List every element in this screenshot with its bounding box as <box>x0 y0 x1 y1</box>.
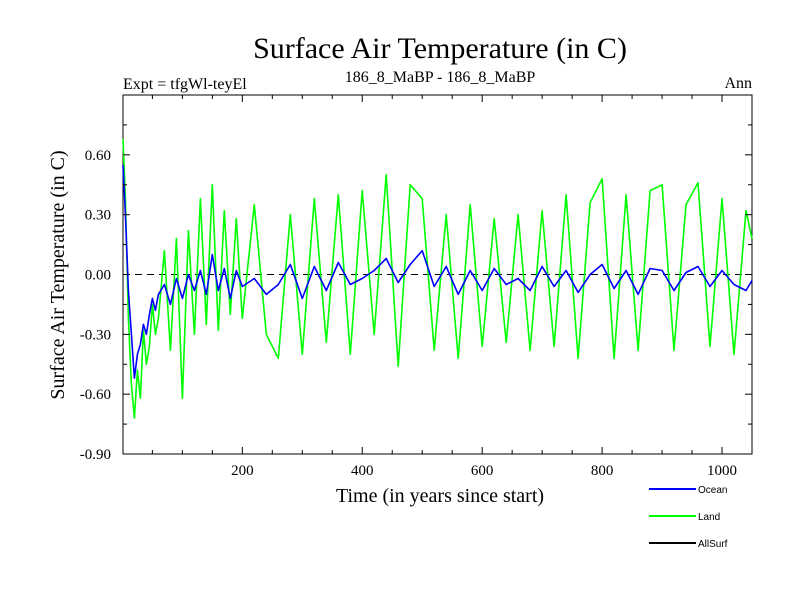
y-tick-label: 0.30 <box>85 208 111 224</box>
series-layer <box>122 138 753 419</box>
legend-label-land: Land <box>698 512 720 523</box>
x-tick-label: 600 <box>471 463 494 479</box>
legend-label-allsurf: AllSurf <box>698 539 728 550</box>
legend: Ocean Land AllSurf <box>649 485 728 550</box>
y-tick-label: -0.30 <box>80 327 111 343</box>
x-tick-label: 800 <box>591 463 614 479</box>
axis-layer: 200 400 600 800 1000 -0.90 -0.60 -0.30 0.00 0.30 0… <box>80 95 752 479</box>
x-axis-label: Time (in years since start) <box>336 485 544 507</box>
chart-subtitle-right: Ann <box>724 75 752 92</box>
series-line-ocean <box>122 164 753 380</box>
chart-title: Surface Air Temperature (in C) <box>253 32 627 65</box>
x-tick-label: 1000 <box>707 463 737 479</box>
y-axis-label: Surface Air Temperature (in C) <box>47 150 69 399</box>
y-tick-label: 0.60 <box>85 148 111 164</box>
y-tick-label: -0.90 <box>80 447 111 463</box>
series-line-land <box>122 138 753 419</box>
chart-subtitle-center: 186_8_MaBP - 186_8_MaBP <box>345 69 536 86</box>
chart-subtitle-left: Expt = tfgWl-teyEl <box>123 76 247 93</box>
x-tick-label: 200 <box>231 463 254 479</box>
y-tick-label: -0.60 <box>80 387 111 403</box>
legend-label-ocean: Ocean <box>698 485 727 496</box>
x-tick-label: 400 <box>351 463 374 479</box>
y-tick-label: 0.00 <box>85 268 111 284</box>
